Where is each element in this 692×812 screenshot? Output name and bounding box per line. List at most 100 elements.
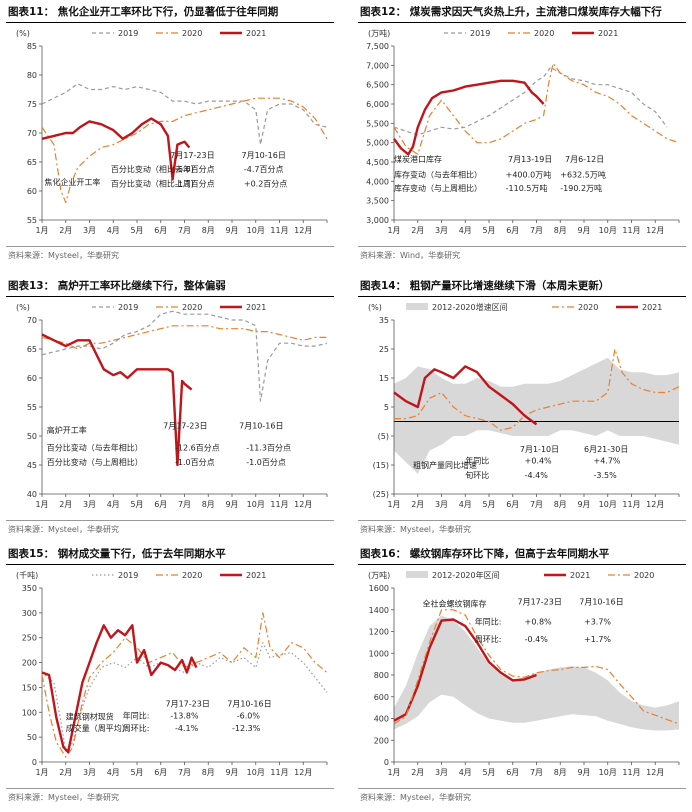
legend-label: 2020 xyxy=(534,29,554,38)
y-tick-label: 3,000 xyxy=(366,216,389,225)
x-tick-label: 5月 xyxy=(482,500,495,509)
chart-panel-15: 图表15： 钢材成交量下行，低于去年同期水平 (千吨) 0 50 100 150 200 2… xyxy=(2,544,338,812)
x-tick-label: 10月 xyxy=(247,500,265,509)
chart-source: 资料来源：Mysteel，华泰研究 xyxy=(360,793,472,802)
series-line-2021 xyxy=(393,79,545,156)
range-band xyxy=(394,615,679,731)
y-tick-label: 85 xyxy=(27,42,37,51)
x-tick-label: 5月 xyxy=(130,226,143,235)
chart-panel-11: 图表11： 焦化企业开工率环比下行，仍显著低于往年同期 (%) 55 60 65 70 7… xyxy=(2,2,338,270)
annotation-text: 成交量（周平均） xyxy=(66,723,130,733)
annotation-text: 粗钢产量同比增速 xyxy=(413,460,477,470)
y-tick-label: 50 xyxy=(27,432,37,441)
x-tick-label: 6月 xyxy=(154,226,167,235)
legend-label: 2012-2020增速区间 xyxy=(432,302,508,312)
x-tick-label: 3月 xyxy=(83,226,96,235)
title-rule xyxy=(6,22,334,23)
x-tick-label: 8月 xyxy=(202,500,215,509)
y-axis-unit: (千吨) xyxy=(16,570,38,580)
y-tick-label: 60 xyxy=(27,187,37,196)
chart-canvas: (万吨) 0 200 400 600 800 1000 1200 1400 1600 1月 2月 3月 4… xyxy=(368,570,680,777)
series-line-2021 xyxy=(393,618,537,722)
chart-title: 图表12： 煤炭需求因天气炎热上升，主流港口煤炭库存大幅下行 xyxy=(360,6,662,18)
y-tick-label: 4,500 xyxy=(366,158,389,167)
chart-source: 资料来源：Wind，华泰研究 xyxy=(360,251,461,260)
series-line-2021 xyxy=(41,333,193,467)
y-tick-label: 65 xyxy=(27,345,37,354)
annotation-text: -1.0百分点 xyxy=(175,458,215,467)
annotation-text: 百分比变动（相比去年） xyxy=(111,164,199,174)
annotation-text: 7月17-23日 xyxy=(518,597,562,606)
annotation-text: +1.7% xyxy=(584,635,611,644)
y-tick-label: 200 xyxy=(374,736,389,745)
series-line-2021 xyxy=(393,365,538,426)
annotation-text: -11.3百分点 xyxy=(246,444,291,453)
y-tick-label: 0 xyxy=(32,758,37,767)
y-tick-label: 5,500 xyxy=(366,119,389,128)
y-tick-label: 5 xyxy=(384,403,389,412)
annotation-text: -6.0% xyxy=(237,711,261,720)
annotation-text: +3.7% xyxy=(584,617,611,626)
x-tick-label: 2月 xyxy=(59,500,72,509)
legend-label: 2021 xyxy=(598,29,618,38)
y-tick-label: 80 xyxy=(27,71,37,80)
y-tick-label: 3,500 xyxy=(366,197,389,206)
annotation-text: 库存变动（与去年相比） xyxy=(394,169,482,179)
series-line-2021 xyxy=(41,117,191,181)
x-tick-label: 11月 xyxy=(270,768,288,777)
annotation-text: 高炉开工率 xyxy=(47,425,87,435)
x-tick-label: 7月 xyxy=(178,768,191,777)
chart-canvas: (%) (25) (15) (5) 5 15 25 35 1月 2月 3月 4月 5月 6月 7月 8月 9月 1… xyxy=(368,302,680,509)
annotation-text: +0.8% xyxy=(525,617,552,626)
legend-label: 2019 xyxy=(118,29,138,38)
x-tick-label: 1月 xyxy=(387,226,400,235)
source-rule xyxy=(6,246,334,247)
title-rule xyxy=(6,296,334,297)
legend-label: 2019 xyxy=(470,29,490,38)
x-tick-label: 9月 xyxy=(225,226,238,235)
title-rule xyxy=(6,564,334,565)
annotation-text: -0.4% xyxy=(525,635,549,644)
annotation-text: 7月17-23日 xyxy=(166,699,210,708)
annotation-text: -12.3% xyxy=(232,724,261,733)
title-rule xyxy=(358,296,686,297)
annotation-text: -6.0百分点 xyxy=(175,165,215,174)
annotation-text: 7月10-16日 xyxy=(242,151,286,160)
x-tick-label: 10月 xyxy=(247,768,265,777)
y-tick-label: 6,000 xyxy=(366,100,389,109)
x-tick-label: 4月 xyxy=(459,768,472,777)
series-line-2020 xyxy=(41,612,328,758)
series-line-2020 xyxy=(41,325,327,350)
legend-label: 2021 xyxy=(642,303,662,312)
y-tick-label: 60 xyxy=(27,374,37,383)
legend-swatch-band xyxy=(406,571,428,578)
annotation-text: 7月13-19日 xyxy=(508,155,552,164)
annotation-text: -3.5% xyxy=(594,471,618,480)
x-tick-label: 9月 xyxy=(225,768,238,777)
y-tick-label: 1000 xyxy=(369,649,389,658)
annotation-text: 7月10-16日 xyxy=(579,597,623,606)
x-tick-label: 4月 xyxy=(107,768,120,777)
annotation-text: 焦化企业开工率 xyxy=(44,177,100,187)
y-tick-label: 150 xyxy=(22,683,37,692)
annotation-text: -110.5万吨 xyxy=(506,183,548,193)
legend-label: 2020 xyxy=(182,303,202,312)
x-tick-label: 11月 xyxy=(622,500,640,509)
annotation-text: -4.4% xyxy=(525,471,549,480)
x-tick-label: 4月 xyxy=(459,500,472,509)
y-tick-label: (25) xyxy=(373,490,389,499)
y-tick-label: 7,500 xyxy=(366,42,389,51)
annotation-text: 7月10-16日 xyxy=(239,421,283,430)
y-axis-unit: (%) xyxy=(16,303,30,312)
y-tick-label: 400 xyxy=(374,715,389,724)
x-tick-label: 9月 xyxy=(577,226,590,235)
annotation-text: -4.7百分点 xyxy=(244,165,284,174)
series-line-2019 xyxy=(41,83,328,146)
title-rule xyxy=(358,564,686,565)
x-tick-label: 8月 xyxy=(554,500,567,509)
annotation-text: 周环比: xyxy=(475,634,502,644)
source-rule xyxy=(358,520,686,521)
x-tick-label: 4月 xyxy=(459,226,472,235)
x-tick-label: 4月 xyxy=(107,500,120,509)
series-line-2019 xyxy=(393,66,668,136)
